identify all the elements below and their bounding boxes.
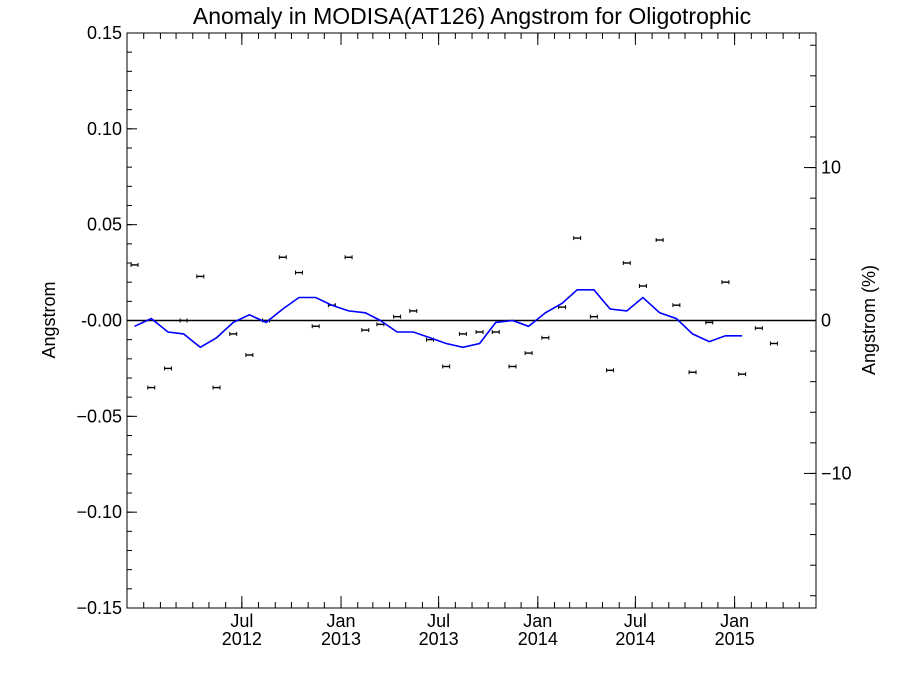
data-point	[688, 370, 697, 375]
data-point	[705, 320, 714, 325]
x-tick-label-year: 2014	[518, 629, 558, 649]
x-tick-label-month: Jul	[427, 611, 450, 631]
x-tick-label-month: Jan	[720, 611, 749, 631]
data-point	[589, 314, 598, 319]
data-point	[361, 328, 370, 333]
data-point	[769, 341, 778, 346]
data-point	[475, 330, 484, 334]
data-point	[130, 262, 139, 267]
data-point	[344, 255, 353, 260]
data-point	[229, 331, 238, 336]
x-tick-label-year: 2013	[419, 629, 459, 649]
y-tick-label: 0.10	[87, 119, 122, 139]
y-tick-label: −0.15	[76, 598, 122, 618]
data-point	[278, 255, 287, 260]
data-point	[655, 238, 664, 242]
data-point	[524, 351, 533, 356]
y-axis-label: Angstrom	[39, 281, 59, 358]
x-tick-label-year: 2013	[321, 629, 361, 649]
data-point	[163, 366, 172, 371]
y-tick-label: −0.05	[76, 406, 122, 426]
data-point	[573, 236, 582, 241]
x-tick-label-year: 2014	[615, 629, 655, 649]
data-point	[294, 270, 303, 275]
data-point	[179, 318, 188, 323]
data-point	[491, 330, 500, 334]
data-point	[606, 368, 615, 373]
data-point	[638, 284, 647, 288]
x-axis-ticks: Jul2012Jan2013Jul2013Jan2014Jul2014Jan20…	[126, 33, 817, 649]
data-point	[409, 308, 418, 313]
data-point	[508, 364, 517, 369]
y-tick-label: −0.10	[76, 502, 122, 522]
y-right-tick-label: 10	[821, 158, 841, 178]
data-point	[147, 385, 156, 390]
x-tick-label-month: Jan	[327, 611, 356, 631]
data-point	[541, 335, 550, 340]
data-point	[754, 326, 763, 331]
data-point	[558, 305, 567, 310]
x-tick-label-month: Jul	[624, 611, 647, 631]
y-right-tick-label: 0	[821, 311, 831, 331]
data-point	[311, 324, 320, 329]
right-axis-ticks: 10 0 −10	[804, 44, 852, 597]
data-point	[672, 303, 681, 308]
data-point	[245, 353, 254, 357]
data-point	[738, 372, 747, 377]
x-tick-label-year: 2015	[715, 629, 755, 649]
chart-marks	[130, 236, 778, 390]
data-point	[458, 331, 467, 336]
chart-title: Anomaly in MODISA(AT126) Angstrom for Ol…	[193, 3, 751, 29]
y-tick-label: 0.15	[87, 23, 122, 43]
left-axis-ticks: 0.15 0.10 0.05 -0.00 −0.05 −0.10 −0.15	[76, 23, 137, 618]
y-axis-label-right: Angstrom (%)	[859, 265, 879, 375]
y-tick-label: -0.00	[81, 311, 122, 331]
anomaly-smooth-line	[134, 288, 743, 349]
data-point	[393, 314, 402, 319]
x-tick-label-month: Jul	[230, 611, 253, 631]
x-tick-label-month: Jan	[523, 611, 552, 631]
data-point	[212, 385, 221, 390]
data-point	[622, 261, 631, 265]
data-point	[721, 280, 730, 285]
y-right-tick-label: −10	[821, 463, 852, 483]
y-tick-label: 0.05	[87, 215, 122, 235]
data-point	[442, 364, 451, 369]
plot-area: 0.150.100.05-0.00−0.05−0.10−0.15 100−10 …	[76, 23, 851, 649]
data-point	[196, 274, 205, 279]
x-tick-label-year: 2012	[222, 629, 262, 649]
